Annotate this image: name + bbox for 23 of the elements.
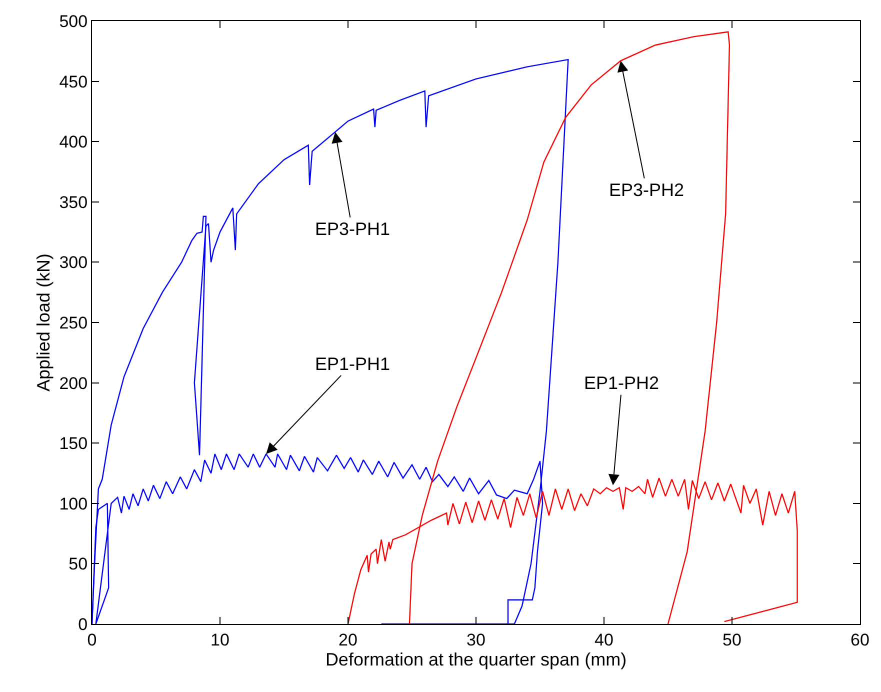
- y-tick-label: 400: [59, 132, 88, 152]
- x-tick-label: 30: [466, 630, 486, 650]
- annotation: EP3-PH1: [315, 219, 390, 239]
- x-axis-title: Deformation at the quarter span (mm): [325, 650, 627, 670]
- y-tick-label: 300: [59, 253, 88, 272]
- y-axis-title: Applied load (kN): [33, 253, 54, 392]
- x-tick-label: 40: [594, 630, 614, 650]
- x-tick-label: 60: [850, 630, 870, 650]
- annotation: EP1-PH2: [584, 373, 660, 393]
- annotation: EP1-PH1: [315, 354, 390, 374]
- y-tick-label: 200: [59, 374, 88, 393]
- annotation: EP3-PH2: [609, 180, 684, 200]
- x-tick-label: 50: [722, 630, 742, 650]
- y-tick-label: 0: [78, 614, 88, 634]
- y-tick-label: 100: [59, 494, 88, 514]
- y-tick-label: 50: [68, 554, 88, 574]
- y-tick-label: 350: [59, 192, 88, 212]
- y-tick-label: 450: [59, 72, 88, 92]
- x-tick-label: 10: [210, 630, 230, 650]
- y-tick-label: 150: [59, 434, 88, 454]
- y-tick-label: 250: [59, 313, 88, 332]
- y-tick-label: 500: [59, 12, 88, 31]
- x-tick-label: 20: [338, 630, 358, 650]
